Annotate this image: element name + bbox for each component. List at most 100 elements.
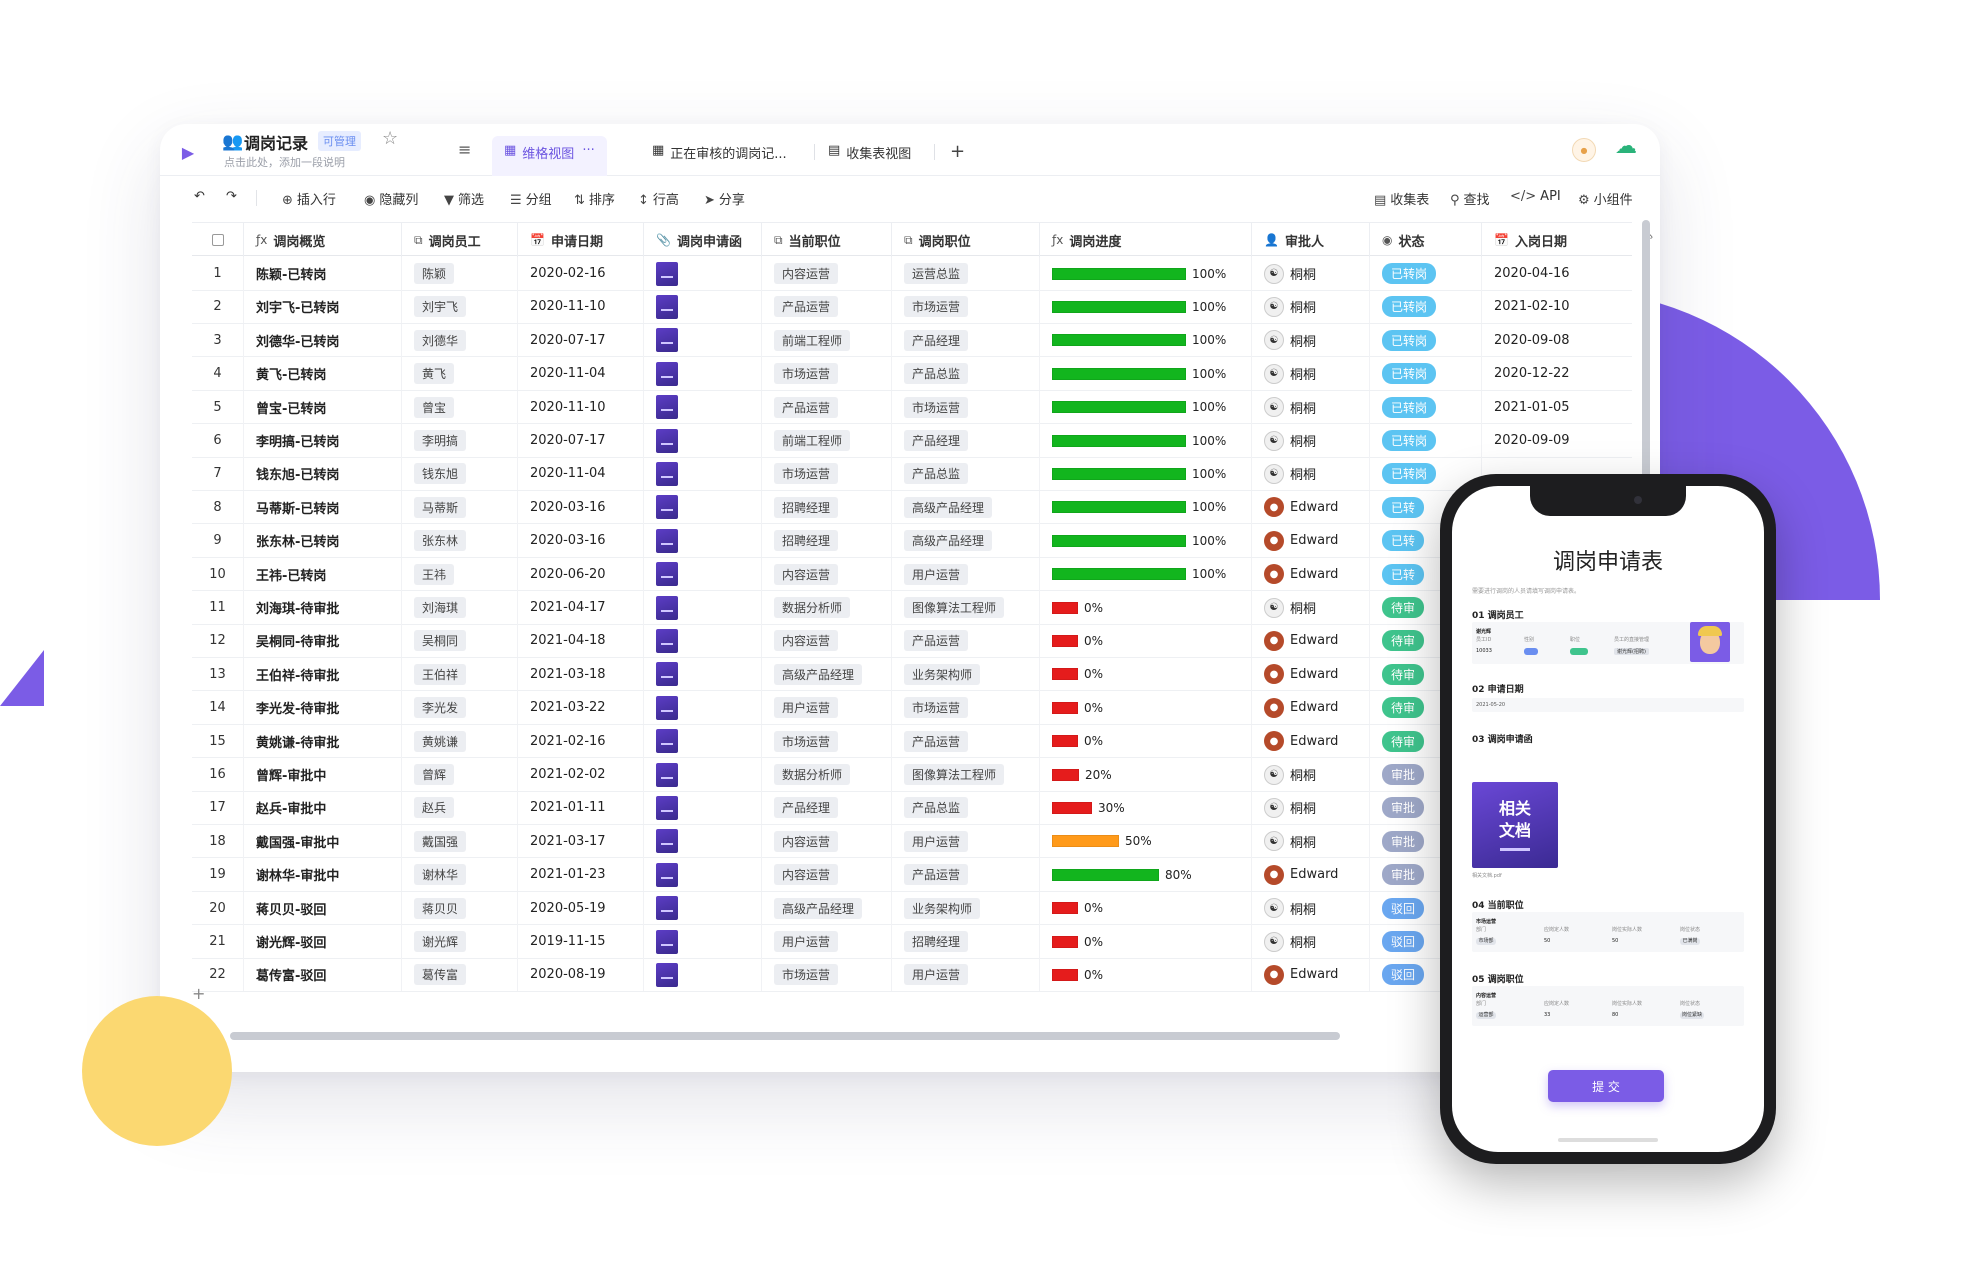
document-thumbnail-icon[interactable] xyxy=(656,395,678,420)
cell-apply-date[interactable]: 2021-01-23 xyxy=(518,858,644,892)
cell-target-position[interactable]: 产品经理 xyxy=(892,323,1040,357)
cell-apply-date[interactable]: 2020-11-10 xyxy=(518,390,644,424)
cell-employee[interactable]: 赵兵 xyxy=(402,791,518,825)
undo-icon[interactable]: ↶ xyxy=(194,189,205,204)
column-header-start-date[interactable]: 📅 入岗日期 xyxy=(1482,223,1632,257)
cell-overview[interactable]: 赵兵-审批中 xyxy=(244,791,402,825)
cell-apply-date[interactable]: 2021-04-17 xyxy=(518,591,644,624)
cell-progress[interactable]: 80% xyxy=(1040,858,1252,892)
cloud-sync-icon[interactable]: ☁ xyxy=(1615,134,1637,159)
attachment-preview[interactable]: 相关 文档 xyxy=(1472,782,1558,868)
cell-status[interactable]: 已转岗 xyxy=(1370,390,1482,424)
cell-letter[interactable] xyxy=(644,624,762,658)
cell-apply-date[interactable]: 2021-03-22 xyxy=(518,691,644,725)
cell-target-position[interactable]: 用户运营 xyxy=(892,824,1040,858)
cell-letter[interactable] xyxy=(644,557,762,591)
document-thumbnail-icon[interactable] xyxy=(656,328,678,353)
cell-letter[interactable] xyxy=(644,524,762,558)
cell-employee[interactable]: 黄姚谦 xyxy=(402,724,518,758)
cell-progress[interactable]: 100% xyxy=(1040,557,1252,591)
form-button[interactable]: ▤ 收集表 xyxy=(1374,189,1429,208)
cell-letter[interactable] xyxy=(644,357,762,391)
add-row-button[interactable]: + xyxy=(192,984,206,1003)
cell-overview[interactable]: 谢林华-审批中 xyxy=(244,858,402,892)
cell-target-position[interactable]: 市场运营 xyxy=(892,390,1040,424)
table-row[interactable]: 6 李明搞-已转岗 李明搞 2020-07-17 前端工程师 产品经理 100% ☯ 桐桐 已转岗… xyxy=(192,424,1632,458)
more-icon[interactable]: ··· xyxy=(582,143,595,158)
select-all-checkbox[interactable] xyxy=(192,223,244,257)
document-thumbnail-icon[interactable] xyxy=(656,261,678,286)
cell-approver[interactable]: ☯ 桐桐 xyxy=(1252,257,1370,290)
cell-letter[interactable] xyxy=(644,724,762,758)
cell-approver[interactable]: ● Edward xyxy=(1252,858,1370,892)
cell-approver[interactable]: ● Edward xyxy=(1252,724,1370,758)
table-row[interactable]: 13 王伯祥-待审批 王伯祥 2021-03-18 高级产品经理 业务架构师 0% ● Edwa… xyxy=(192,657,1632,692)
cell-current-position[interactable]: 内容运营 xyxy=(762,557,892,591)
cell-letter[interactable] xyxy=(644,824,762,858)
cell-overview[interactable]: 刘海琪-待审批 xyxy=(244,591,402,624)
cell-target-position[interactable]: 图像算法工程师 xyxy=(892,758,1040,791)
cell-employee[interactable]: 刘德华 xyxy=(402,323,518,357)
column-header-status[interactable]: ◉ 状态 xyxy=(1370,223,1482,257)
cell-progress[interactable]: 0% xyxy=(1040,891,1252,925)
cell-letter[interactable] xyxy=(644,457,762,491)
cell-employee[interactable]: 曾辉 xyxy=(402,758,518,791)
cell-status[interactable]: 已转岗 xyxy=(1370,457,1482,491)
cell-apply-date[interactable]: 2020-03-16 xyxy=(518,490,644,524)
cell-overview[interactable]: 戴国强-审批中 xyxy=(244,824,402,858)
cell-current-position[interactable]: 数据分析师 xyxy=(762,591,892,624)
document-thumbnail-icon[interactable] xyxy=(656,361,678,386)
cell-approver[interactable]: ☯ 桐桐 xyxy=(1252,424,1370,457)
cell-employee[interactable]: 蒋贝贝 xyxy=(402,891,518,925)
cell-letter[interactable] xyxy=(644,758,762,791)
cell-overview[interactable]: 葛传富-驳回 xyxy=(244,958,402,992)
cell-start-date[interactable]: 2020-04-16 xyxy=(1494,266,1570,281)
cell-status[interactable]: 审批 xyxy=(1370,758,1482,791)
cell-approver[interactable]: ● Edward xyxy=(1252,557,1370,591)
cell-employee[interactable]: 刘宇飞 xyxy=(402,290,518,324)
redo-icon[interactable]: ↷ xyxy=(226,189,237,204)
cell-current-position[interactable]: 前端工程师 xyxy=(762,323,892,357)
cell-overview[interactable]: 吴桐同-待审批 xyxy=(244,624,402,658)
cell-status[interactable]: 待审 xyxy=(1370,691,1482,725)
cell-overview[interactable]: 刘德华-已转岗 xyxy=(244,323,402,357)
cell-approver[interactable]: ☯ 桐桐 xyxy=(1252,591,1370,624)
find-button[interactable]: ⚲ 查找 xyxy=(1450,189,1490,208)
cell-target-position[interactable]: 产品总监 xyxy=(892,457,1040,491)
cell-status[interactable]: 待审 xyxy=(1370,724,1482,758)
table-row[interactable]: 15 黄姚谦-待审批 黄姚谦 2021-02-16 市场运营 产品运营 0% ● Edward 待… xyxy=(192,724,1632,759)
table-row[interactable]: 8 马蒂斯-已转岗 马蒂斯 2020-03-16 招聘经理 高级产品经理 100% ● Edwa… xyxy=(192,490,1632,525)
cell-start-date[interactable]: 2020-09-09 xyxy=(1494,433,1570,448)
cell-letter[interactable] xyxy=(644,925,762,958)
cell-status[interactable]: 审批 xyxy=(1370,824,1482,858)
cell-current-position[interactable]: 市场运营 xyxy=(762,357,892,391)
cell-current-position[interactable]: 前端工程师 xyxy=(762,424,892,457)
sort-button[interactable]: ⇅ 排序 xyxy=(574,189,615,208)
document-thumbnail-icon[interactable] xyxy=(656,294,678,319)
cell-approver[interactable]: ☯ 桐桐 xyxy=(1252,290,1370,324)
cell-progress[interactable]: 20% xyxy=(1040,758,1252,791)
cell-progress[interactable]: 100% xyxy=(1040,357,1252,391)
document-thumbnail-icon[interactable] xyxy=(656,729,678,754)
cell-approver[interactable]: ☯ 桐桐 xyxy=(1252,824,1370,858)
cell-target-position[interactable]: 高级产品经理 xyxy=(892,524,1040,558)
cell-apply-date[interactable]: 2020-02-16 xyxy=(518,257,644,290)
cell-approver[interactable]: ☯ 桐桐 xyxy=(1252,791,1370,825)
cell-target-position[interactable]: 市场运营 xyxy=(892,290,1040,324)
cell-letter[interactable] xyxy=(644,858,762,892)
cell-approver[interactable]: ● Edward xyxy=(1252,490,1370,524)
cell-letter[interactable] xyxy=(644,424,762,457)
cell-approver[interactable]: ☯ 桐桐 xyxy=(1252,758,1370,791)
cell-employee[interactable]: 陈颖 xyxy=(402,257,518,290)
cell-current-position[interactable]: 市场运营 xyxy=(762,724,892,758)
table-row[interactable]: 10 王祎-已转岗 王祎 2020-06-20 内容运营 用户运营 100% ● Edward 已… xyxy=(192,557,1632,592)
cell-approver[interactable]: ☯ 桐桐 xyxy=(1252,925,1370,958)
table-row[interactable]: 20 蒋贝贝-驳回 蒋贝贝 2020-05-19 高级产品经理 业务架构师 0% ☯ 桐桐 驳回 xyxy=(192,891,1632,926)
table-row[interactable]: 17 赵兵-审批中 赵兵 2021-01-11 产品经理 产品总监 30% ☯ 桐桐 审批 xyxy=(192,791,1632,825)
cell-target-position[interactable]: 产品运营 xyxy=(892,858,1040,892)
cell-progress[interactable]: 30% xyxy=(1040,791,1252,825)
cell-progress[interactable]: 100% xyxy=(1040,490,1252,524)
table-row[interactable]: 7 钱东旭-已转岗 钱东旭 2020-11-04 市场运营 产品总监 100% ☯ 桐桐 已转岗 xyxy=(192,457,1632,491)
cell-start-date[interactable]: 2021-01-05 xyxy=(1494,399,1570,415)
tab-form-view[interactable]: ▤ 收集表视图 xyxy=(828,136,911,176)
